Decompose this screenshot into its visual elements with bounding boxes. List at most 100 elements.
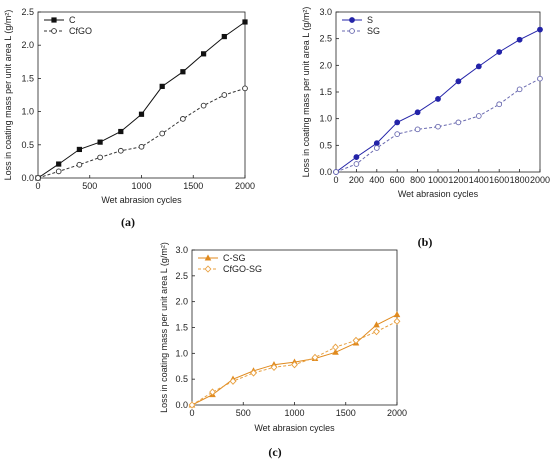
- data-point: [394, 119, 401, 126]
- data-point: [455, 119, 462, 126]
- y-axis-label: Loss in coating mass per unit area L (g/…: [159, 242, 169, 413]
- data-point: [250, 369, 257, 377]
- data-point: [537, 26, 543, 33]
- y-tick-label: 2.5: [21, 7, 34, 17]
- data-point: [496, 101, 503, 108]
- y-tick-label: 2.0: [21, 40, 34, 50]
- y-tick-label: 0.0: [319, 167, 332, 177]
- data-point: [270, 363, 278, 371]
- x-tick-label: 2000: [530, 175, 550, 185]
- data-point: [333, 169, 339, 175]
- x-tick-label: 1500: [183, 181, 203, 191]
- series-line: [37, 87, 246, 179]
- y-tick-label: 1.5: [319, 87, 332, 97]
- data-point: [221, 33, 227, 40]
- data-point: [332, 343, 339, 351]
- data-point: [200, 102, 207, 109]
- y-tick-label: 0.0: [175, 400, 188, 410]
- data-point: [159, 130, 166, 137]
- legend-marker: [51, 17, 57, 23]
- x-axis-label: Wet abrasion cycles: [398, 189, 479, 199]
- y-tick-label: 2.0: [175, 297, 188, 307]
- data-point: [97, 154, 103, 161]
- legend-label: C: [69, 15, 76, 25]
- legend-marker: [349, 28, 355, 34]
- data-point: [352, 336, 360, 345]
- data-point: [35, 175, 41, 181]
- chart-c: 0 500 1000 1500 2000 0.0 0.5 1.0 1.5 2.0 2.5 3.0 Wet…: [159, 242, 407, 433]
- y-axis-label: Loss in coating mass per unit area L (g/…: [3, 10, 13, 181]
- x-axis-label: Wet abrasion cycles: [101, 195, 182, 205]
- x-tick-label: 1000: [131, 181, 151, 191]
- y-axis-label: Loss in coating mass per unit area L (g/…: [301, 7, 311, 178]
- plot-frame: [335, 11, 541, 173]
- data-point: [475, 113, 482, 119]
- y-tick-label: 1.0: [21, 107, 34, 117]
- data-point: [537, 75, 543, 82]
- x-tick-label: 500: [236, 408, 251, 418]
- data-point: [76, 146, 82, 153]
- data-point: [394, 131, 401, 137]
- x-tick-label: 500: [82, 181, 97, 191]
- y-tick-label: 0.0: [21, 173, 34, 183]
- x-tick-label: 2000: [387, 408, 407, 418]
- x-tick-label: 1000: [284, 408, 304, 418]
- x-tick-label: 0: [333, 175, 338, 185]
- legend-entry: C: [44, 15, 76, 25]
- x-tick-label: 400: [369, 175, 384, 185]
- y-tick-label: 1.0: [175, 348, 188, 358]
- chart-b: 0 200 400 600 800 1000 1200 1400 1600 1800 2000 0.0…: [301, 7, 550, 199]
- x-tick-label: 600: [390, 175, 405, 185]
- x-tick-label: 0: [35, 181, 40, 191]
- y-tick-label: 0.5: [319, 140, 332, 150]
- data-point: [455, 78, 462, 85]
- plot-frame: [37, 11, 246, 179]
- data-point: [138, 111, 145, 117]
- data-point: [118, 128, 124, 135]
- x-tick-label: 200: [349, 175, 364, 185]
- legend-marker: [204, 254, 212, 261]
- data-point: [188, 401, 196, 409]
- y-tick-label: 0.5: [21, 140, 34, 150]
- y-tick-label: 2.0: [319, 60, 332, 70]
- x-tick-label: 1600: [489, 175, 509, 185]
- data-point: [311, 353, 319, 362]
- data-point: [516, 36, 523, 43]
- legend-label: C-SG: [223, 253, 246, 263]
- data-point: [55, 168, 62, 175]
- y-tick-label: 1.5: [21, 73, 34, 83]
- data-point: [373, 321, 380, 328]
- data-point: [435, 123, 441, 130]
- data-point: [159, 83, 165, 89]
- x-tick-label: 1000: [428, 175, 448, 185]
- data-point: [414, 109, 421, 116]
- x-tick-label: 1200: [448, 175, 468, 185]
- series-CfGO: [35, 85, 248, 181]
- x-axis-label: Wet abrasion cycles: [254, 423, 335, 433]
- y-tick-label: 1.5: [175, 323, 188, 333]
- legend-label: CfGO-SG: [223, 264, 262, 274]
- legend-entry: CfGO-SG: [198, 264, 262, 274]
- series-CfGO-SG: [188, 317, 401, 409]
- legend-marker: [51, 28, 57, 34]
- chart-a: 0 500 1000 1500 2000 0.0 0.5 1.0 1.5 2.0 2.5 Wet ab…: [3, 7, 255, 205]
- data-point: [353, 161, 360, 167]
- data-point: [414, 126, 421, 133]
- legend-label: S: [367, 15, 373, 25]
- legend-label: CfGO: [69, 26, 92, 36]
- data-point: [242, 85, 248, 92]
- series-line: [37, 21, 246, 179]
- data-point: [242, 19, 248, 25]
- legend-entry: C-SG: [198, 253, 246, 263]
- data-point: [496, 49, 503, 55]
- data-point: [209, 388, 216, 396]
- x-tick-label: 1400: [469, 175, 489, 185]
- data-point: [76, 161, 83, 168]
- data-point: [393, 317, 401, 325]
- data-point: [516, 86, 523, 93]
- series-SG: [333, 75, 543, 175]
- data-point: [475, 63, 482, 70]
- y-tick-label: 3.0: [319, 7, 332, 17]
- series-S: [333, 26, 543, 175]
